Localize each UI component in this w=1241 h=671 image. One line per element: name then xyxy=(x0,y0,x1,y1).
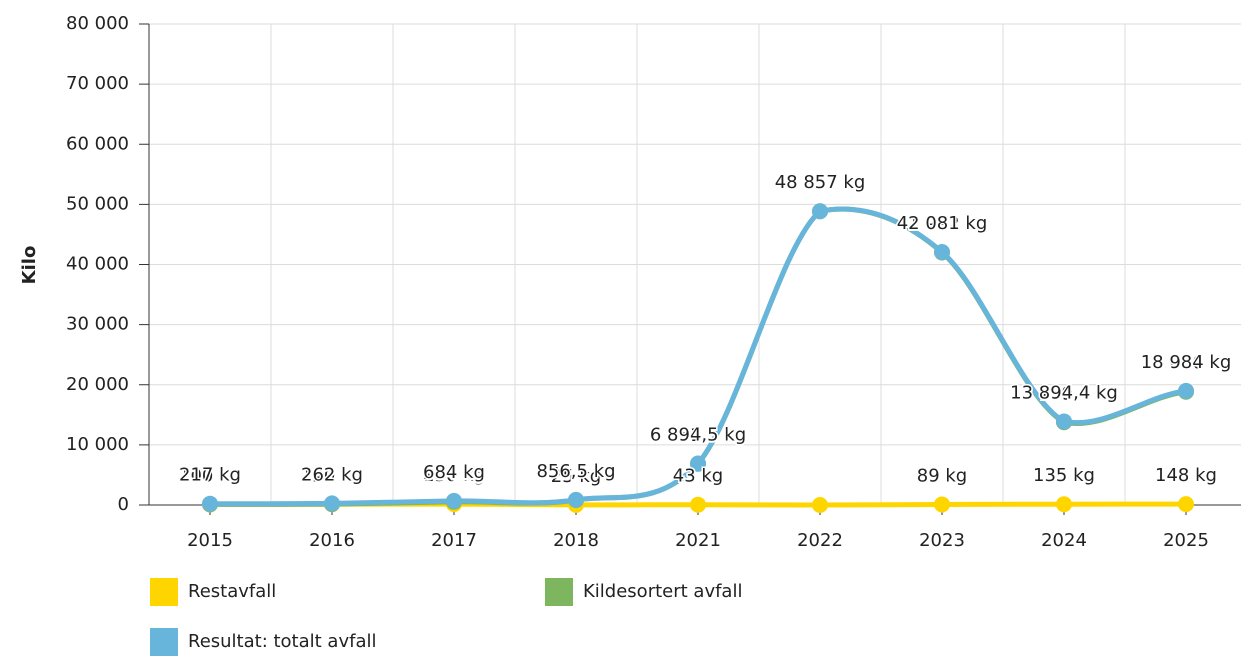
x-tick-label: 2016 xyxy=(309,530,355,551)
data-label: 262 kg xyxy=(301,464,363,485)
point xyxy=(812,203,828,220)
data-label: 42 081 kg xyxy=(897,213,988,234)
data-label: 18 836 kg xyxy=(1141,353,1232,374)
y-tick-label: 60 000 xyxy=(66,133,129,154)
x-tick-label: 2022 xyxy=(797,530,843,551)
legend-swatch xyxy=(545,578,573,606)
point xyxy=(1178,382,1194,399)
legend-swatch xyxy=(150,578,178,606)
point xyxy=(568,491,584,508)
y-tick-label: 20 000 xyxy=(66,374,129,395)
y-axis-title: Kilo xyxy=(19,246,40,285)
data-label: 25 kg xyxy=(551,466,601,487)
data-label: 6 894,5 kg xyxy=(650,425,746,446)
y-tick-label: 40 000 xyxy=(66,254,129,275)
data-label: 110 kg xyxy=(179,465,241,486)
point xyxy=(812,497,828,513)
y-tick-label: 50 000 xyxy=(66,193,129,214)
x-tick-label: 2015 xyxy=(187,530,233,551)
point xyxy=(324,495,340,512)
x-tick-label: 2018 xyxy=(553,530,599,551)
y-tick-label: 10 000 xyxy=(66,434,129,455)
point xyxy=(1056,496,1072,513)
data-label: 217 kg xyxy=(179,465,241,486)
y-tick-label: 70 000 xyxy=(66,73,129,94)
data-label: 148 kg xyxy=(1155,465,1217,486)
y-tick-label: 80 000 xyxy=(66,13,129,34)
data-label: 107 kg xyxy=(179,465,241,486)
y-tick-label: 0 xyxy=(118,494,129,515)
point xyxy=(934,243,950,260)
point xyxy=(1056,413,1072,430)
y-tick-label: 30 000 xyxy=(66,314,129,335)
x-tick-label: 2023 xyxy=(919,530,965,551)
x-tick-label: 2025 xyxy=(1163,530,1209,551)
legend-swatch xyxy=(150,628,178,656)
x-tick-label: 2024 xyxy=(1041,530,1087,551)
x-tick-label: 2021 xyxy=(675,530,721,551)
data-label: 48 857 kg xyxy=(775,172,866,193)
data-label: 684 kg xyxy=(423,462,485,483)
point xyxy=(202,495,218,512)
data-label: 48 857 kg xyxy=(775,172,866,193)
data-label: 13 759,4 kg xyxy=(1010,383,1118,404)
data-label: 41 992 kg xyxy=(897,214,988,235)
data-label: 150 kg xyxy=(423,465,485,486)
series-line xyxy=(209,206,1187,507)
point xyxy=(1178,496,1194,513)
data-label: 89 kg xyxy=(917,465,967,486)
data-label: 856,5 kg xyxy=(536,461,615,482)
point xyxy=(934,496,950,513)
point xyxy=(690,455,706,472)
x-tick-label: 2017 xyxy=(431,530,477,551)
data-label: 43 kg xyxy=(673,466,723,487)
data-label: 534 kg xyxy=(423,463,485,484)
data-label: 120 kg xyxy=(301,465,363,486)
data-label: 135 kg xyxy=(1033,465,1095,486)
legend-label: Restavfall xyxy=(188,581,276,602)
point xyxy=(446,492,462,509)
data-label: 13 894,4 kg xyxy=(1010,382,1118,403)
legend-label: Kildesortert avfall xyxy=(583,581,742,602)
legend-label: Resultat: totalt avfall xyxy=(188,631,376,652)
point xyxy=(690,496,706,513)
data-label: 18 984 kg xyxy=(1141,352,1232,373)
data-label: 142 kg xyxy=(301,465,363,486)
data-label: 831,5 kg xyxy=(536,461,615,482)
data-label: 6 851,5 kg xyxy=(650,425,746,446)
